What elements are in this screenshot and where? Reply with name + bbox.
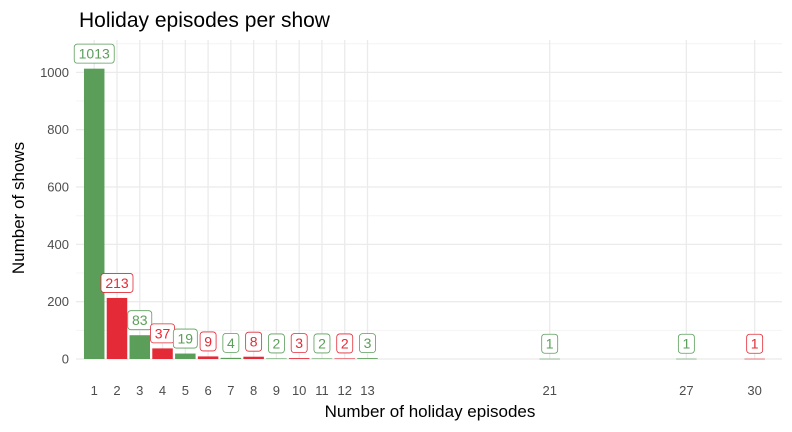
data-label: 3 [364,335,372,351]
bar [266,358,287,360]
bars [83,68,765,360]
x-tick-label: 1 [91,383,98,398]
x-tick-label: 5 [182,383,189,398]
x-tick-label: 8 [250,383,257,398]
bar [175,353,196,359]
data-label: 19 [178,331,194,347]
bar [288,358,310,359]
x-tick-label: 9 [273,383,280,398]
bar [83,68,105,359]
bar [334,358,355,360]
bar [744,358,765,360]
data-label: 37 [155,325,171,341]
data-label-box [268,333,285,354]
data-label: 1 [751,336,759,352]
bar [539,358,560,360]
x-tick-label: 10 [292,383,306,398]
x-tick-label: 4 [159,383,166,398]
data-label-box [73,43,115,64]
bar [311,358,333,360]
data-label: 3 [295,335,303,351]
data-label-box [245,331,263,352]
x-tick-label: 12 [338,383,352,398]
data-label-box [746,333,764,354]
data-label-box [359,333,376,354]
x-axis-ticks: 1 2 3 4 5 6 7 8 9 10 11 12 13 21 27 30 [91,383,762,398]
y-axis-ticks: 0 200 400 600 800 1000 [40,65,69,367]
bar [357,358,378,359]
data-label-box [100,273,134,293]
x-tick-label: 21 [542,383,556,398]
data-label: 2 [273,335,281,351]
data-label: 9 [204,333,212,349]
data-label: 8 [250,334,258,350]
x-tick-label: 3 [136,383,143,398]
bar [152,348,173,359]
data-label-box [222,332,240,353]
data-label-box [336,333,354,354]
data-label-box [199,331,217,352]
data-label: 4 [227,335,235,351]
x-tick-label: 27 [679,383,693,398]
chart-title: Holiday episodes per show [79,9,331,32]
x-axis-title: Number of holiday episodes [325,402,536,421]
data-label-box [127,310,153,331]
y-tick-label: 1000 [40,65,69,80]
data-label-box [677,333,695,354]
bar [676,358,697,360]
x-tick-label: 13 [360,383,374,398]
data-label: 1 [546,336,554,352]
data-label-box [313,333,331,354]
x-tick-label: 6 [204,383,211,398]
grid-lines [76,40,782,360]
y-axis-title: Number of shows [9,142,28,274]
x-tick-label: 7 [227,383,234,398]
y-tick-label: 400 [47,237,69,252]
data-label: 1 [682,336,690,352]
data-label-box [172,328,198,349]
y-tick-label: 200 [47,294,69,309]
x-tick-label: 30 [747,383,761,398]
y-tick-label: 600 [47,180,69,195]
data-label-box [290,333,308,354]
bar [129,335,151,359]
data-label: 83 [132,312,148,328]
x-tick-label: 11 [315,383,329,398]
bar [106,297,128,359]
x-tick-label: 2 [113,383,120,398]
bar [197,356,219,359]
y-tick-label: 0 [62,352,69,367]
data-label: 2 [341,335,349,351]
y-tick-label: 800 [47,122,69,137]
data-label: 1013 [79,46,110,62]
data-label: 2 [318,335,326,351]
data-label: 213 [105,275,129,291]
data-label-box [541,333,559,354]
bar [243,356,264,359]
bar [220,357,242,359]
